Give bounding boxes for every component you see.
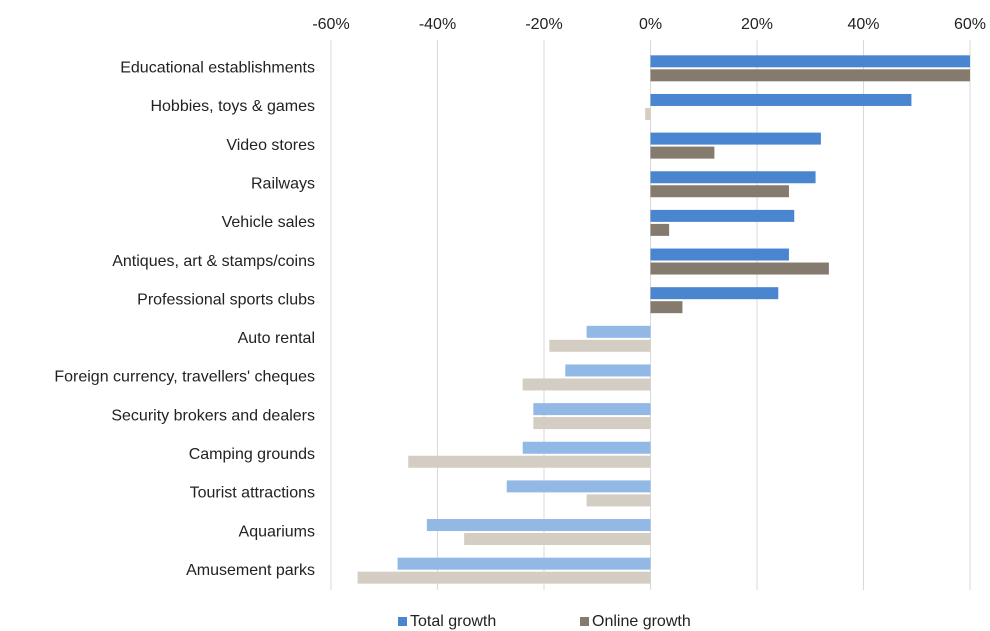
bar (533, 403, 651, 416)
bar (586, 494, 651, 507)
y-tick-label: Auto rental (238, 330, 315, 347)
y-tick-label: Foreign currency, travellers' cheques (54, 369, 315, 386)
x-tick-label: -60% (312, 16, 349, 33)
legend-swatch (580, 617, 589, 626)
y-tick-label: Vehicle sales (222, 214, 315, 231)
y-tick-label: Educational establishments (120, 60, 315, 77)
bar (522, 378, 651, 391)
bar (357, 571, 651, 584)
y-tick-label: Railways (251, 175, 315, 192)
bar (650, 248, 789, 261)
legend-label: Online growth (592, 613, 691, 630)
bar (464, 533, 651, 546)
y-tick-label: Video stores (226, 137, 315, 154)
y-tick-label: Antiques, art & stamps/coins (112, 253, 315, 270)
bar (565, 364, 651, 377)
bar (650, 287, 779, 300)
bar (650, 171, 816, 184)
bar (549, 339, 651, 352)
bar (426, 519, 651, 532)
bar (650, 209, 795, 222)
bar (650, 69, 970, 82)
bar (650, 55, 970, 68)
bar (408, 455, 651, 468)
x-tick-label: 20% (741, 16, 773, 33)
y-tick-label: Security brokers and dealers (111, 407, 315, 424)
y-tick-label: Aquariums (239, 523, 315, 540)
x-tick-label: -20% (525, 16, 562, 33)
legend-swatch (398, 617, 407, 626)
bar (586, 325, 651, 338)
y-tick-label: Professional sports clubs (137, 291, 315, 308)
bar (650, 223, 670, 236)
bar (650, 146, 715, 159)
bar (522, 441, 651, 454)
y-tick-label: Amusement parks (186, 562, 315, 579)
x-tick-label: 40% (847, 16, 879, 33)
y-tick-label: Tourist attractions (190, 485, 315, 502)
x-tick-label: -40% (419, 16, 456, 33)
bar (650, 132, 821, 145)
bar (533, 417, 651, 430)
bar (650, 185, 789, 198)
bar (650, 93, 912, 106)
legend-label: Total growth (410, 613, 496, 630)
y-tick-label: Camping grounds (189, 446, 315, 463)
y-tick-label: Hobbies, toys & games (150, 98, 315, 115)
x-tick-label: 0% (639, 16, 662, 33)
bar (506, 480, 651, 493)
x-tick-label: 60% (954, 16, 986, 33)
bar (397, 557, 651, 570)
bar (650, 262, 829, 275)
bar (645, 107, 651, 120)
bar (650, 301, 683, 314)
